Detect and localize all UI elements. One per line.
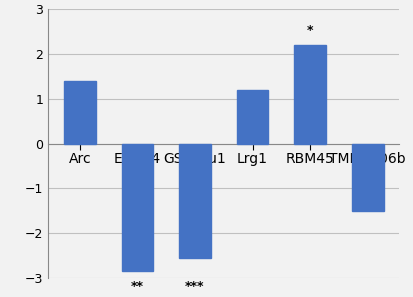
Text: ***: *** — [185, 280, 205, 293]
Bar — [121, 143, 153, 271]
Text: *: * — [307, 24, 313, 37]
Bar — [352, 143, 384, 211]
Bar — [237, 90, 268, 143]
Bar — [64, 81, 96, 143]
Bar — [179, 143, 211, 258]
Bar — [294, 45, 326, 143]
Text: **: ** — [131, 280, 144, 293]
